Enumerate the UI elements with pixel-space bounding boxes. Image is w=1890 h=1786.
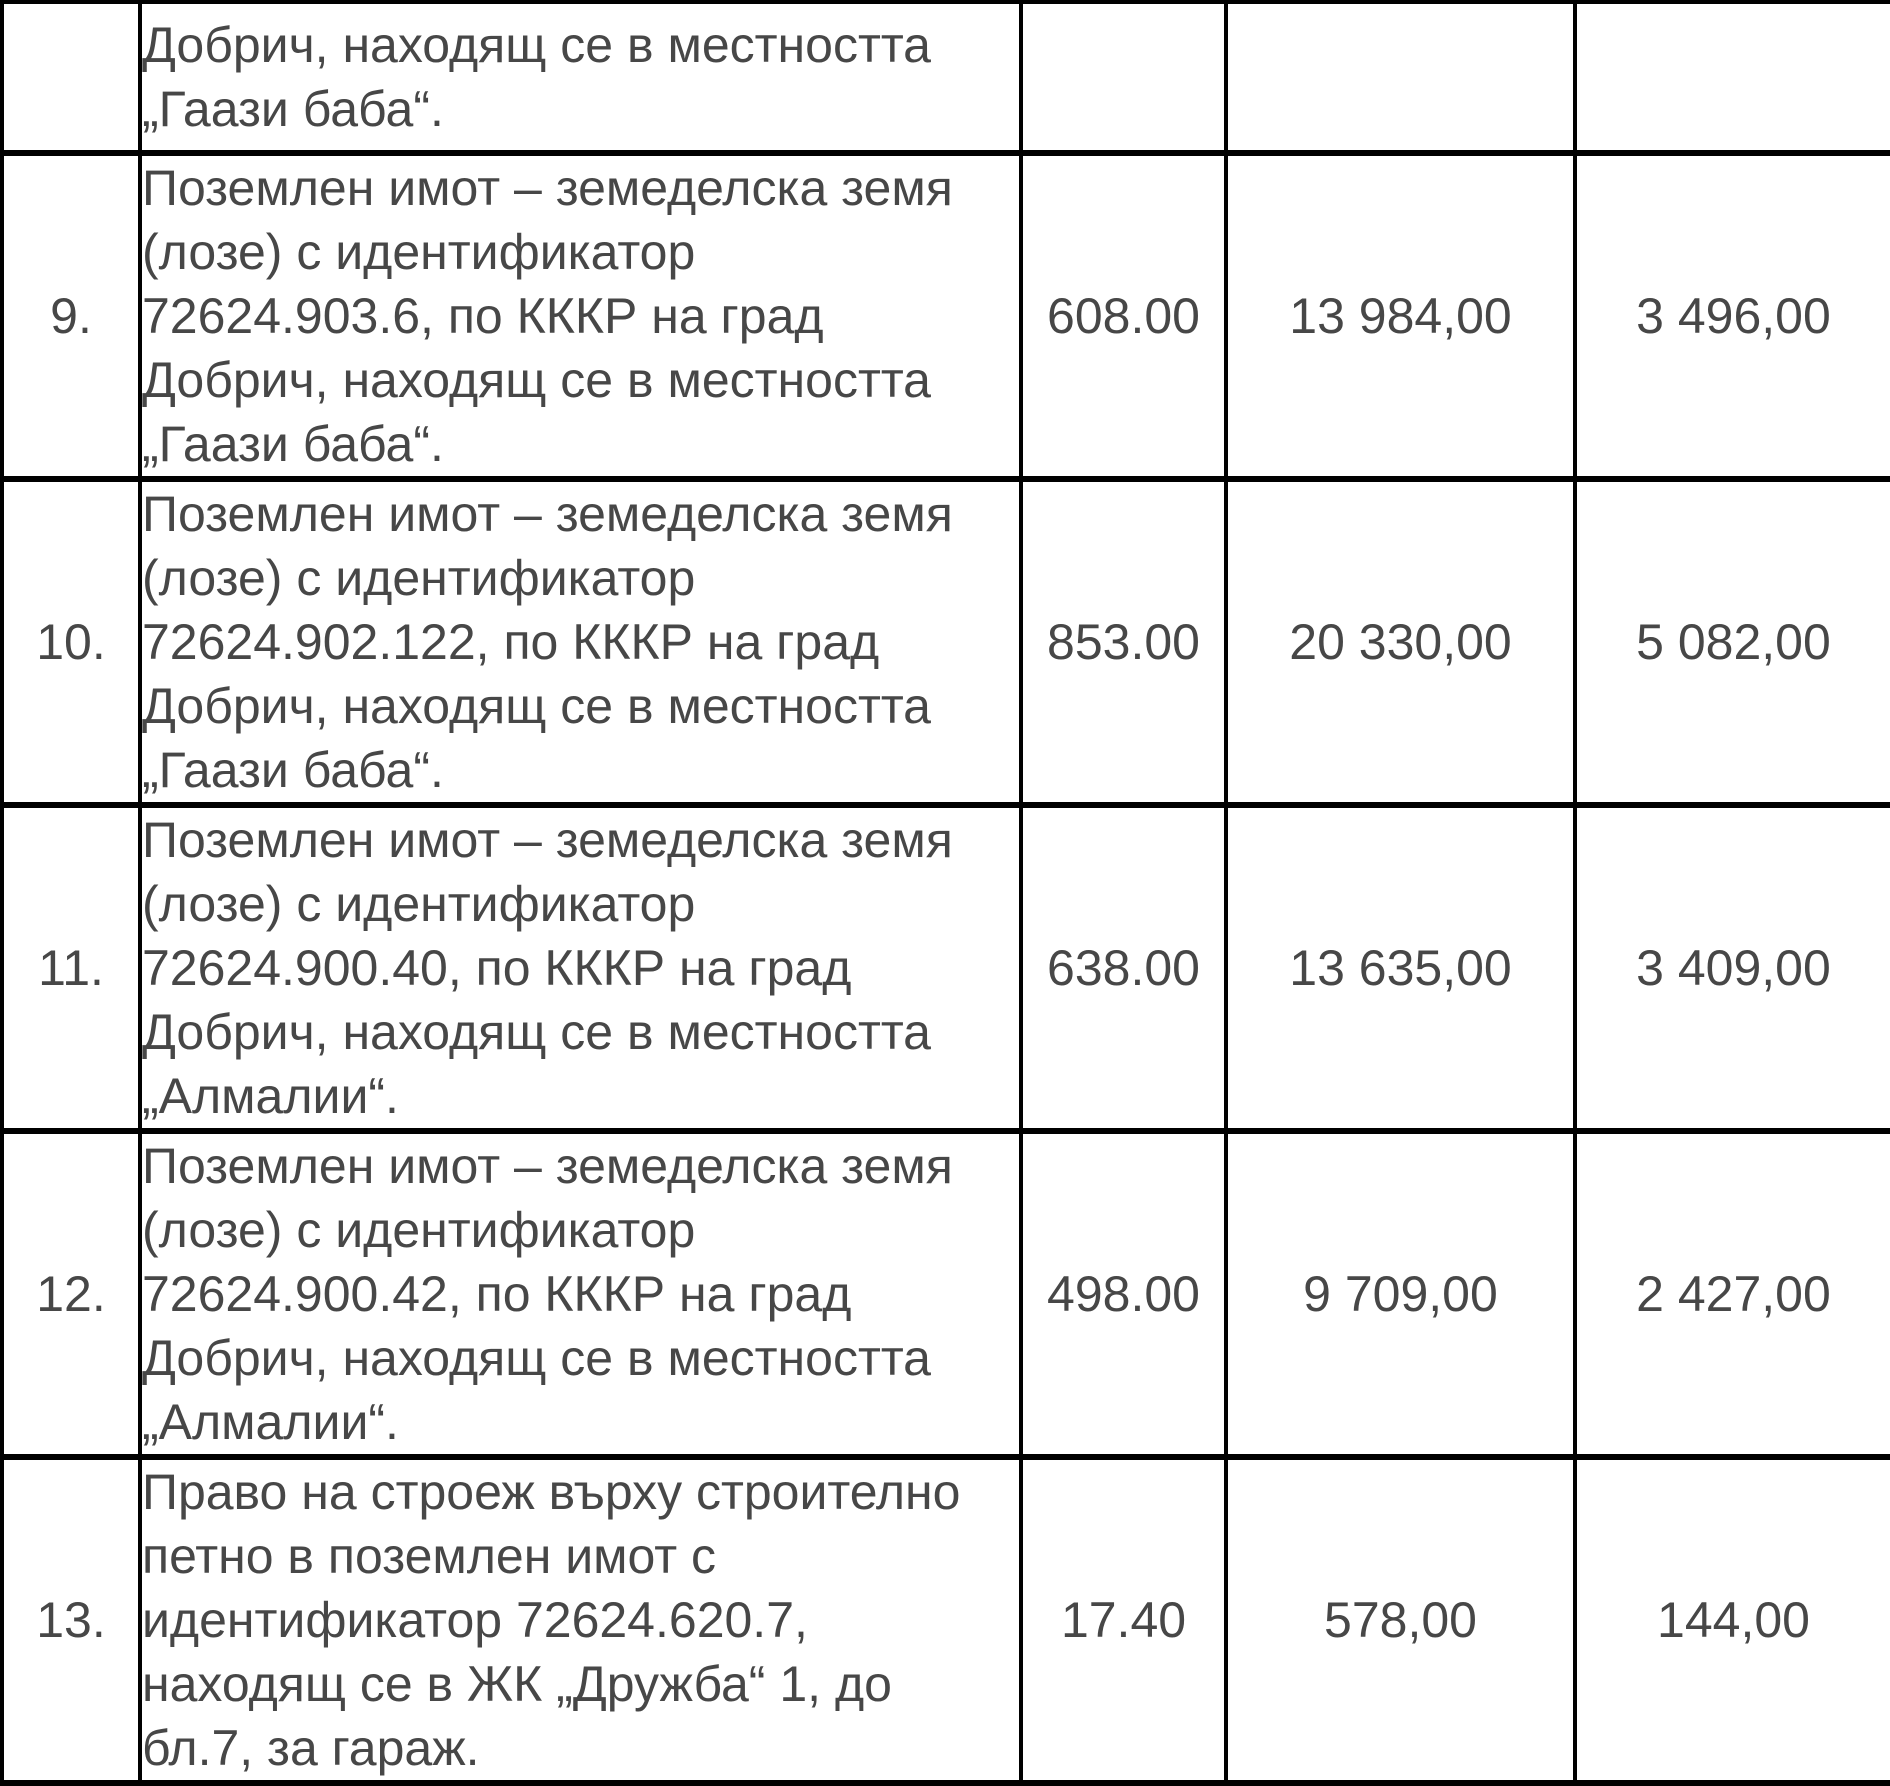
property-description: Право на строеж върху строително петно в…	[138, 1454, 1023, 1786]
col4-value: 9 709,00	[1224, 1128, 1577, 1460]
col3-value: 498.00	[1019, 1128, 1228, 1460]
col3-value: 638.00	[1019, 802, 1228, 1134]
row-number: 9.	[0, 150, 142, 482]
property-description: Поземлен имот – земеделска земя (лозе) с…	[138, 150, 1023, 482]
table-row: 12. Поземлен имот – земеделска земя (лоз…	[0, 1128, 1890, 1460]
table-row: 11. Поземлен имот – земеделска земя (лоз…	[0, 802, 1890, 1134]
row-number: 12.	[0, 1128, 142, 1460]
col5-value: 144,00	[1573, 1454, 1890, 1786]
row-number: 13.	[0, 1454, 142, 1786]
col3-value: 17.40	[1019, 1454, 1228, 1786]
row-number	[0, 2, 142, 156]
property-description: Добрич, находящ се в местността „Гаази б…	[138, 2, 1023, 156]
table-row-partial: Добрич, находящ се в местността „Гаази б…	[0, 2, 1890, 156]
table-row: 9. Поземлен имот – земеделска земя (лозе…	[0, 150, 1890, 482]
row-number: 11.	[0, 802, 142, 1134]
col3-value: 853.00	[1019, 476, 1228, 808]
col4-value: 578,00	[1224, 1454, 1577, 1786]
col4-value: 20 330,00	[1224, 476, 1577, 808]
col5-value: 3 496,00	[1573, 150, 1890, 482]
col3-value	[1019, 2, 1228, 156]
property-description: Поземлен имот – земеделска земя (лозе) с…	[138, 476, 1023, 808]
col5-value: 2 427,00	[1573, 1128, 1890, 1460]
col4-value: 13 635,00	[1224, 802, 1577, 1134]
col5-value: 5 082,00	[1573, 476, 1890, 808]
col5-value: 3 409,00	[1573, 802, 1890, 1134]
col4-value	[1224, 2, 1577, 156]
table-row: 13. Право на строеж върху строително пет…	[0, 1454, 1890, 1786]
col3-value: 608.00	[1019, 150, 1228, 482]
property-description: Поземлен имот – земеделска земя (лозе) с…	[138, 1128, 1023, 1460]
row-number: 10.	[0, 476, 142, 808]
col4-value: 13 984,00	[1224, 150, 1577, 482]
property-description: Поземлен имот – земеделска земя (лозе) с…	[138, 802, 1023, 1134]
table-row: 10. Поземлен имот – земеделска земя (лоз…	[0, 476, 1890, 808]
col5-value	[1573, 2, 1890, 156]
